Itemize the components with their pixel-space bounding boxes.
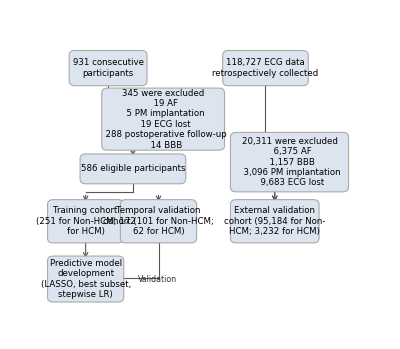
FancyBboxPatch shape [69,51,147,86]
FancyBboxPatch shape [48,200,124,243]
Text: Temporal validation
cohort (101 for Non-HCM;
62 for HCM): Temporal validation cohort (101 for Non-… [103,206,214,236]
FancyBboxPatch shape [80,154,186,184]
FancyBboxPatch shape [223,51,308,86]
FancyBboxPatch shape [48,256,124,302]
FancyBboxPatch shape [120,200,197,243]
Text: 20,311 were excluded
  6,375 AF
  1,157 BBB
  3,096 PM implantation
  9,683 ECG : 20,311 were excluded 6,375 AF 1,157 BBB … [238,137,341,187]
Text: Training cohort
(251 for Non-HCM; 172
for HCM): Training cohort (251 for Non-HCM; 172 fo… [36,206,136,236]
Text: 345 were excluded
  19 AF
  5 PM implantation
  19 ECG lost
  288 postoperative : 345 were excluded 19 AF 5 PM implantatio… [100,89,226,150]
Text: 931 consecutive
participants: 931 consecutive participants [73,58,144,78]
FancyBboxPatch shape [102,88,224,150]
Text: 118,727 ECG data
retrospectively collected: 118,727 ECG data retrospectively collect… [212,58,318,78]
Text: 586 eligible participants: 586 eligible participants [81,164,185,173]
Text: Predictive model
development
(LASSO, best subset,
stepwise LR): Predictive model development (LASSO, bes… [40,259,131,299]
FancyBboxPatch shape [230,200,319,243]
Text: External validation
cohort (95,184 for Non-
HCM; 3,232 for HCM): External validation cohort (95,184 for N… [224,206,326,236]
FancyBboxPatch shape [230,132,348,192]
Text: Validation: Validation [138,275,178,284]
